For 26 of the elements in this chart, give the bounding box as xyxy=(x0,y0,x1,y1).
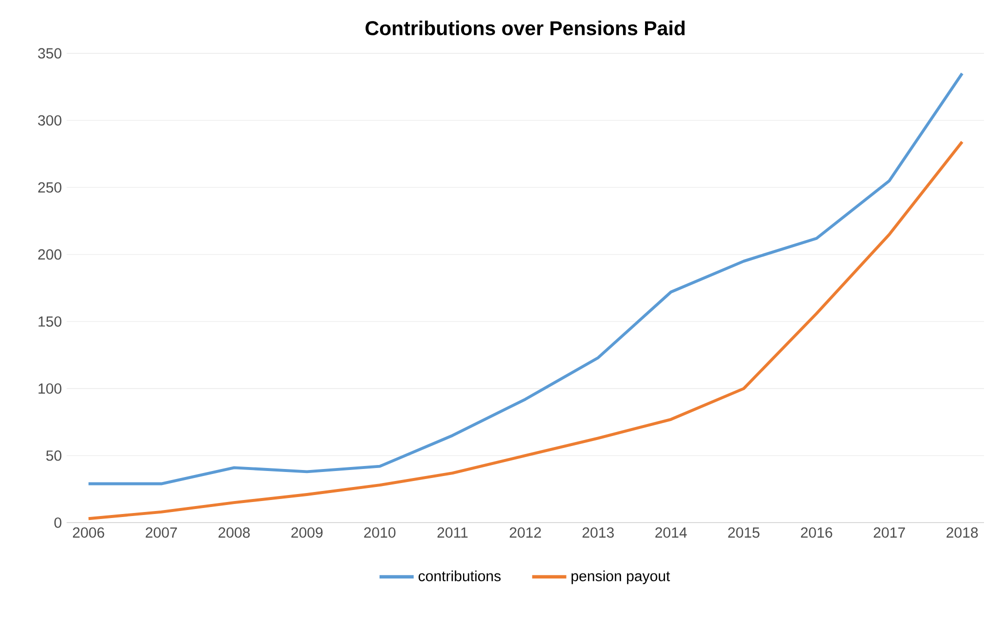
x-tick-label: 2006 xyxy=(72,527,104,538)
y-tick-label: 300 xyxy=(38,115,62,126)
line-series xyxy=(87,72,964,486)
y-tick-label: 200 xyxy=(38,249,62,260)
x-tick-label: 2007 xyxy=(146,527,177,538)
x-tick-label: 2015 xyxy=(728,527,760,538)
line-series xyxy=(87,140,964,520)
x-tick-label: 2010 xyxy=(364,527,396,538)
x-tick-label: 2016 xyxy=(800,527,832,538)
y-tick-label: 100 xyxy=(38,383,62,394)
y-tick-label: 250 xyxy=(38,182,62,193)
x-tick-label: 2013 xyxy=(582,527,614,538)
y-tick-label: 0 xyxy=(54,517,62,528)
x-tick-label: 2008 xyxy=(218,527,250,538)
x-tick-label: 2009 xyxy=(291,527,323,538)
chart-title: Contributions over Pensions Paid xyxy=(366,20,685,36)
x-tick-label: 2014 xyxy=(655,527,687,538)
x-tick-label: 2011 xyxy=(437,527,468,538)
y-tick-label: 50 xyxy=(46,450,62,461)
legend-label: contributions xyxy=(418,570,501,582)
x-tick-label: 2018 xyxy=(946,527,978,538)
y-tick-label: 150 xyxy=(38,316,62,327)
legend-label: pension payout xyxy=(572,570,670,584)
x-tick-label: 2012 xyxy=(510,527,541,538)
y-tick-label: 350 xyxy=(38,48,62,59)
x-tick-label: 2017 xyxy=(874,527,905,538)
